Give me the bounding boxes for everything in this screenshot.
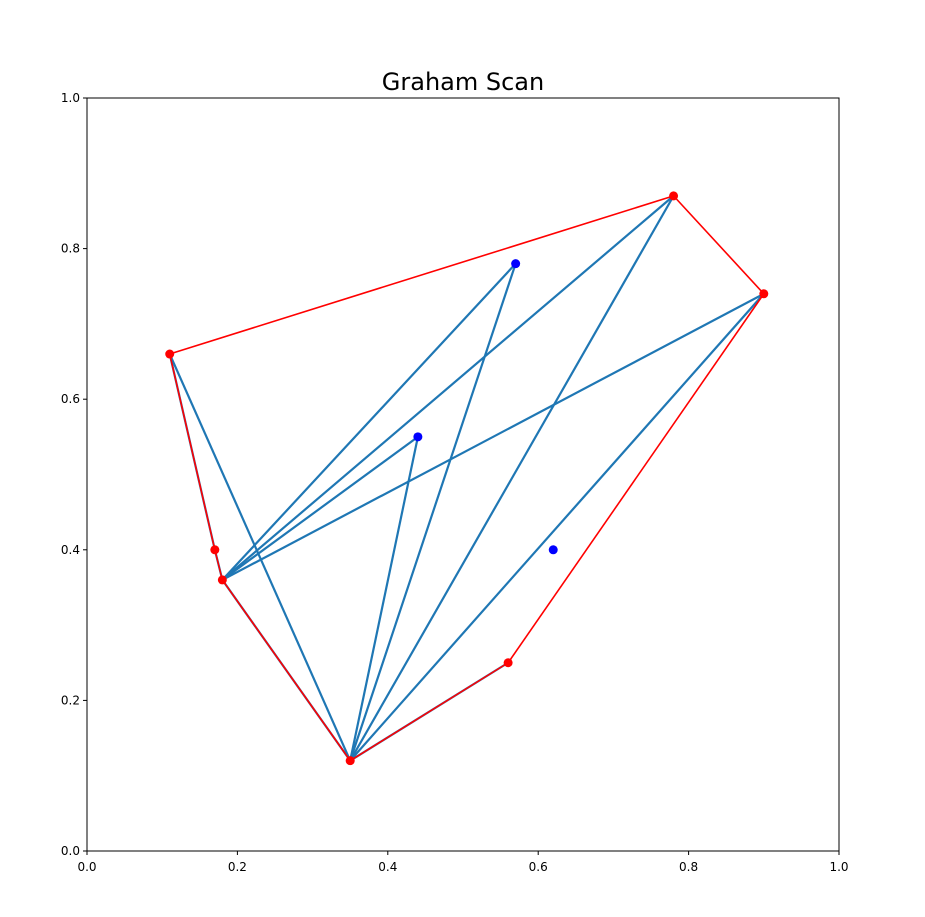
scan-segment-4 [349, 436, 419, 761]
x-axis: 0.0 0.2 0.4 0.6 0.8 1.0 [77, 851, 849, 874]
scan-segment-2 [349, 195, 675, 762]
y-tick-label-2: 0.4 [61, 543, 80, 557]
hull-point-3 [669, 191, 679, 201]
hull-point-4 [165, 349, 175, 359]
x-tick-label-1: 0.2 [228, 860, 247, 874]
plot-frame [86, 97, 840, 852]
hull-point-1 [503, 658, 513, 668]
hull-point-6 [217, 575, 227, 585]
scan-segment-9 [221, 262, 517, 581]
hull-edge-0 [349, 662, 509, 762]
x-tick-label-0: 0.0 [77, 860, 96, 874]
hull-edge-6 [221, 579, 351, 762]
points [165, 191, 769, 766]
scan-segment-5 [168, 353, 352, 762]
scan-segment-8 [221, 195, 675, 581]
interior-point-2 [548, 545, 558, 555]
scan-segment-7 [221, 292, 765, 581]
scan-segment-10 [221, 435, 419, 581]
hull-edge-2 [672, 195, 765, 295]
scan-segment-1 [349, 293, 765, 762]
hull-point-5 [210, 545, 220, 555]
hull-edge-4 [168, 353, 216, 550]
y-tick-label-0: 0.0 [61, 844, 80, 858]
interior-point-0 [511, 259, 521, 269]
hull-point-0 [345, 756, 355, 766]
hull-point-2 [759, 289, 769, 299]
x-tick-label-3: 0.6 [529, 860, 548, 874]
hull-polygon [168, 195, 765, 762]
hull-edge-3 [169, 195, 674, 355]
x-tick-label-2: 0.4 [378, 860, 397, 874]
interior-point-1 [413, 432, 423, 442]
y-axis: 0.0 0.2 0.4 0.6 0.8 1.0 [61, 91, 87, 858]
y-tick-label-4: 0.8 [61, 242, 80, 256]
y-tick-label-1: 0.2 [61, 693, 80, 707]
y-tick-label-3: 0.6 [61, 392, 80, 406]
hull-edge-1 [507, 293, 765, 664]
chart-title: Graham Scan [382, 68, 544, 96]
x-tick-label-4: 0.8 [679, 860, 698, 874]
y-tick-label-5: 1.0 [61, 91, 80, 105]
scan-lines [168, 195, 765, 762]
hull-edge-5 [214, 549, 224, 581]
x-tick-label-5: 1.0 [829, 860, 848, 874]
scan-segment-3 [349, 263, 517, 761]
